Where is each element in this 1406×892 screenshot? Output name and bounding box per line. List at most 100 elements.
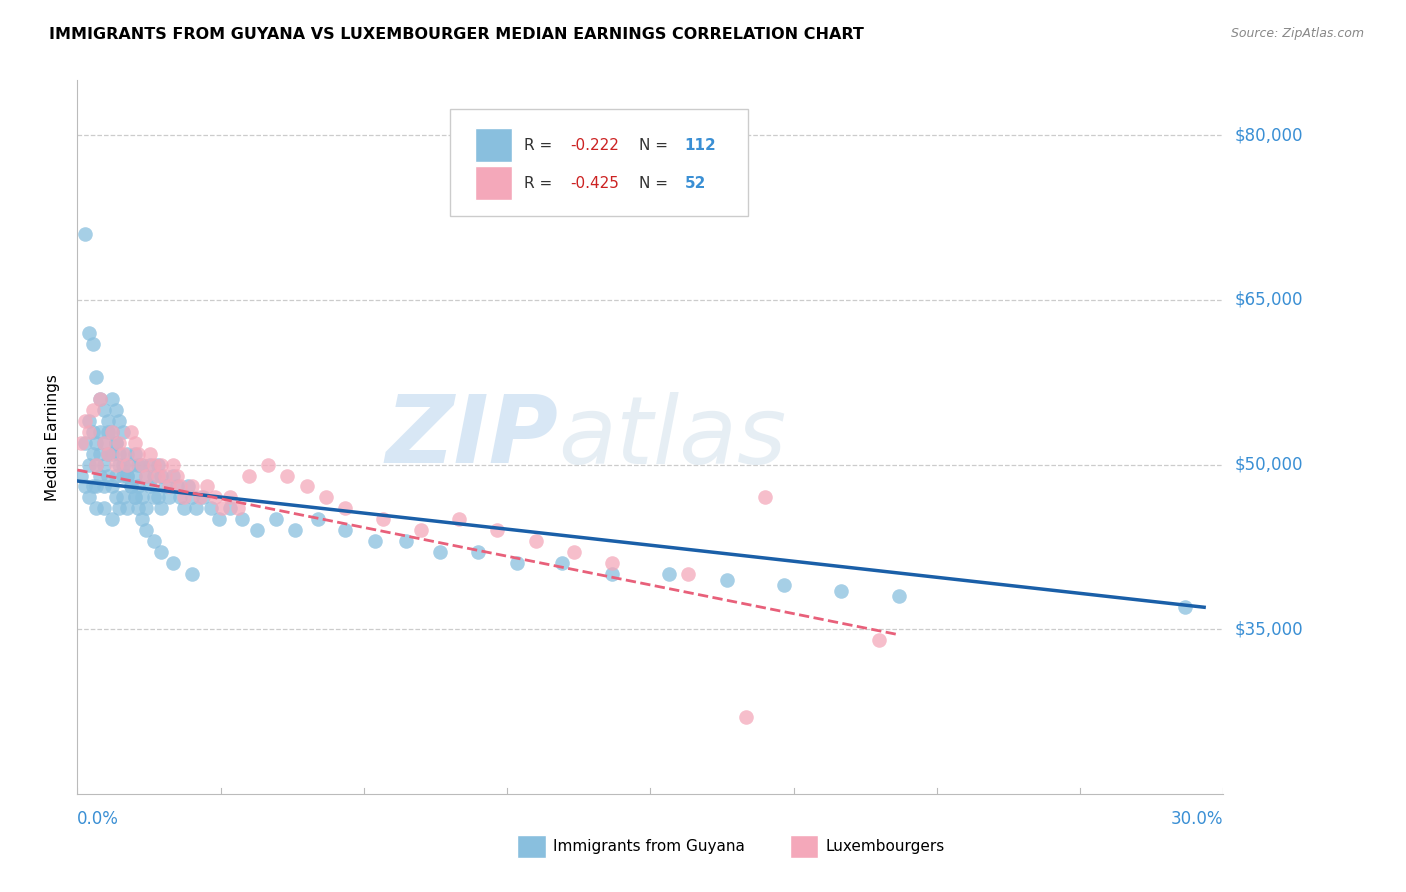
Point [188, 491, 211, 505]
Text: Immigrants from Guyana: Immigrants from Guyana [553, 839, 744, 854]
Point [108, 446, 131, 460]
Point [97, 446, 120, 460]
Point [86, 479, 108, 493]
Point [120, 458, 142, 472]
Point [658, 567, 681, 582]
Point [307, 512, 329, 526]
Point [678, 567, 700, 582]
Point [146, 491, 169, 505]
Point [869, 633, 891, 648]
Point [124, 491, 146, 505]
Point [429, 545, 451, 559]
FancyBboxPatch shape [450, 109, 748, 216]
Point [97, 425, 120, 439]
Point [108, 435, 131, 450]
Point [82, 425, 104, 439]
Text: ZIP: ZIP [385, 391, 558, 483]
Point [112, 446, 135, 460]
Point [333, 524, 356, 538]
Point [180, 567, 204, 582]
Point [89, 392, 111, 406]
Point [131, 458, 153, 472]
Point [127, 446, 149, 460]
Point [100, 425, 122, 439]
Point [112, 458, 135, 472]
Point [70, 468, 93, 483]
Text: Source: ZipAtlas.com: Source: ZipAtlas.com [1230, 27, 1364, 40]
Point [505, 557, 527, 571]
Point [100, 425, 122, 439]
Point [142, 491, 165, 505]
Point [284, 524, 307, 538]
Point [184, 501, 207, 516]
Point [153, 479, 176, 493]
Point [467, 545, 489, 559]
Point [142, 468, 165, 483]
Point [551, 557, 574, 571]
Point [86, 435, 108, 450]
Point [146, 468, 169, 483]
Point [264, 512, 287, 526]
Point [104, 458, 127, 472]
Point [150, 545, 173, 559]
Point [89, 425, 111, 439]
Point [524, 534, 547, 549]
Point [173, 491, 195, 505]
Point [70, 435, 93, 450]
Text: IMMIGRANTS FROM GUYANA VS LUXEMBOURGER MEDIAN EARNINGS CORRELATION CHART: IMMIGRANTS FROM GUYANA VS LUXEMBOURGER M… [49, 27, 865, 42]
Point [146, 458, 169, 472]
Point [195, 479, 218, 493]
Text: $35,000: $35,000 [1234, 620, 1303, 638]
Point [93, 435, 115, 450]
Point [115, 446, 138, 460]
Text: -0.425: -0.425 [569, 176, 619, 191]
Point [104, 435, 127, 450]
Point [276, 468, 298, 483]
Point [131, 458, 153, 472]
Point [754, 491, 776, 505]
Point [108, 414, 131, 428]
Point [157, 491, 180, 505]
Point [100, 479, 122, 493]
Point [97, 446, 120, 460]
Point [135, 468, 157, 483]
Point [449, 512, 471, 526]
Point [135, 524, 157, 538]
Point [97, 468, 120, 483]
Point [93, 458, 115, 472]
Point [162, 458, 184, 472]
Point [173, 501, 195, 516]
Point [73, 479, 96, 493]
Point [97, 414, 120, 428]
Text: $65,000: $65,000 [1234, 291, 1303, 309]
Point [716, 573, 738, 587]
Point [82, 446, 104, 460]
Point [86, 458, 108, 472]
Point [219, 491, 242, 505]
Point [486, 524, 509, 538]
Point [166, 479, 188, 493]
Text: N =: N = [638, 176, 672, 191]
Text: 0.0%: 0.0% [77, 810, 120, 829]
Point [104, 402, 127, 417]
Point [830, 583, 852, 598]
Point [193, 491, 215, 505]
Point [124, 446, 146, 460]
Point [127, 501, 149, 516]
Text: Luxembourgers: Luxembourgers [825, 839, 945, 854]
Point [364, 534, 387, 549]
Point [124, 491, 146, 505]
Point [162, 557, 184, 571]
Point [73, 435, 96, 450]
Point [73, 227, 96, 241]
Point [1174, 600, 1197, 615]
Point [93, 501, 115, 516]
Text: 30.0%: 30.0% [1171, 810, 1223, 829]
Point [120, 479, 142, 493]
Point [131, 491, 153, 505]
Point [180, 491, 204, 505]
Point [734, 710, 756, 724]
Point [177, 479, 200, 493]
Bar [475, 166, 512, 200]
Point [100, 392, 122, 406]
